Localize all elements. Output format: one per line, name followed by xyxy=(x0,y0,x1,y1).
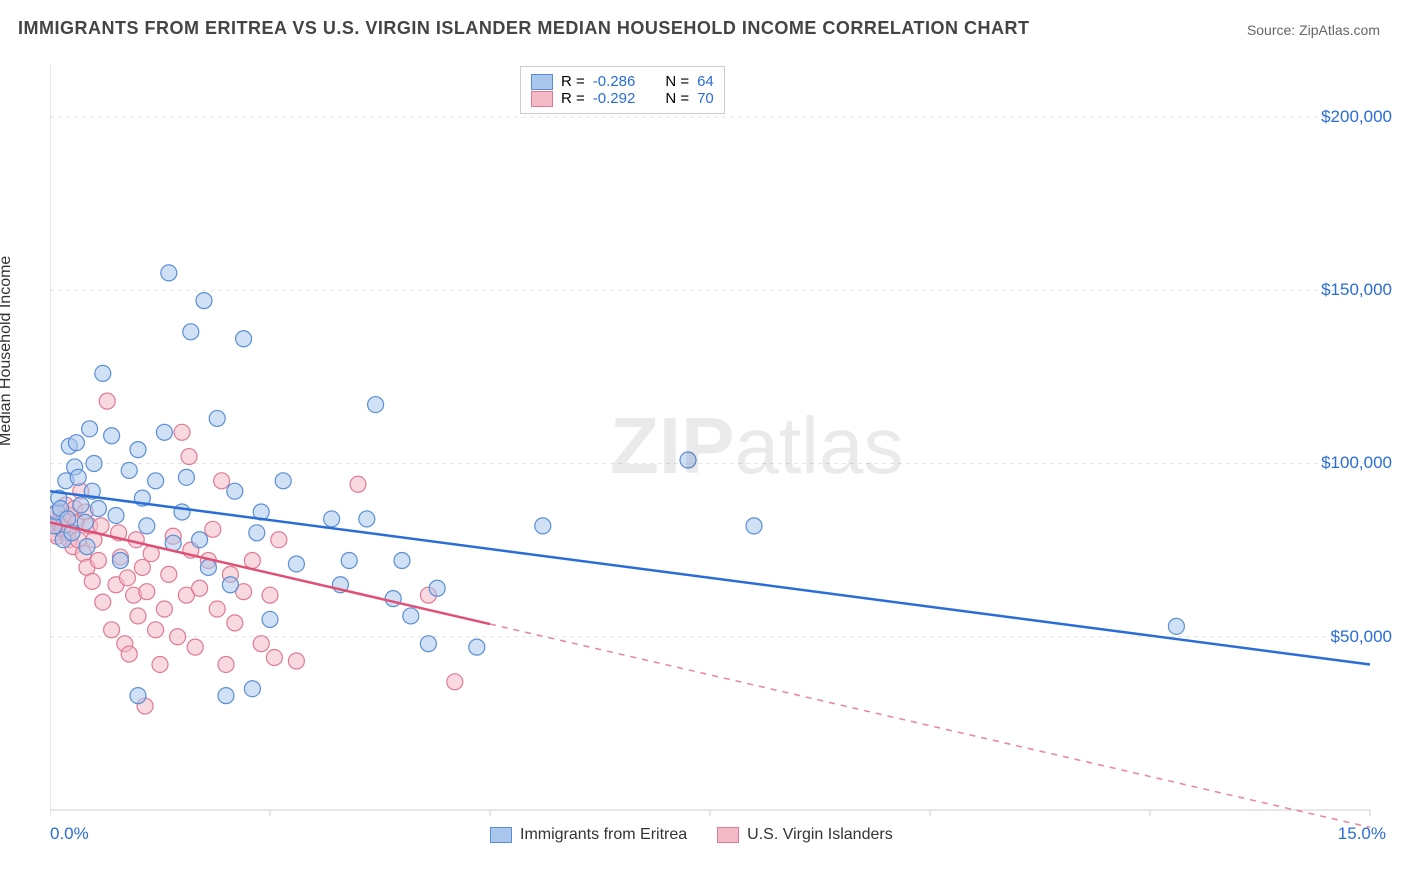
stat-n-value: 64 xyxy=(697,73,714,90)
series-legend-item: Immigrants from Eritrea xyxy=(490,826,687,844)
source-attribution: Source: ZipAtlas.com xyxy=(1247,22,1380,38)
stat-r-label: R = xyxy=(561,90,585,107)
source-value: ZipAtlas.com xyxy=(1299,22,1380,38)
stat-n-label: N = xyxy=(665,73,689,90)
stat-r-value: -0.286 xyxy=(593,73,636,90)
stats-legend-row: R = -0.292 N = 70 xyxy=(531,90,714,107)
series-legend-label: Immigrants from Eritrea xyxy=(520,826,687,844)
y-tick-label: $100,000 xyxy=(1321,453,1392,473)
stat-r-label: R = xyxy=(561,73,585,90)
stat-n-label: N = xyxy=(665,90,689,107)
y-tick-label: $200,000 xyxy=(1321,107,1392,127)
legend-swatch xyxy=(531,91,553,107)
legend-swatch xyxy=(717,827,739,843)
chart-area: ZIPatlas R =-0.286N =64R =-0.292N =70 Im… xyxy=(50,60,1380,850)
chart-title: IMMIGRANTS FROM ERITREA VS U.S. VIRGIN I… xyxy=(18,18,1030,39)
series-legend-label: U.S. Virgin Islanders xyxy=(747,826,893,844)
source-label: Source: xyxy=(1247,22,1295,38)
stat-n-value: 70 xyxy=(697,90,714,107)
y-axis-label: Median Household Income xyxy=(0,256,15,446)
series-legend-item: U.S. Virgin Islanders xyxy=(717,826,893,844)
y-tick-label: $150,000 xyxy=(1321,280,1392,300)
x-tick-label: 0.0% xyxy=(50,824,89,844)
legend-swatch xyxy=(531,74,553,90)
legend-swatch xyxy=(490,827,512,843)
x-tick-label: 15.0% xyxy=(1338,824,1386,844)
stats-legend-row: R = -0.286 N = 64 xyxy=(531,73,714,90)
stats-legend: R = -0.286 N = 64 R = -0.292 N = 70 xyxy=(520,66,725,114)
scatter-plot xyxy=(50,60,1380,850)
series-legend: Immigrants from Eritrea U.S. Virgin Islan… xyxy=(490,826,893,844)
y-tick-label: $50,000 xyxy=(1331,627,1392,647)
stat-r-value: -0.292 xyxy=(593,90,636,107)
